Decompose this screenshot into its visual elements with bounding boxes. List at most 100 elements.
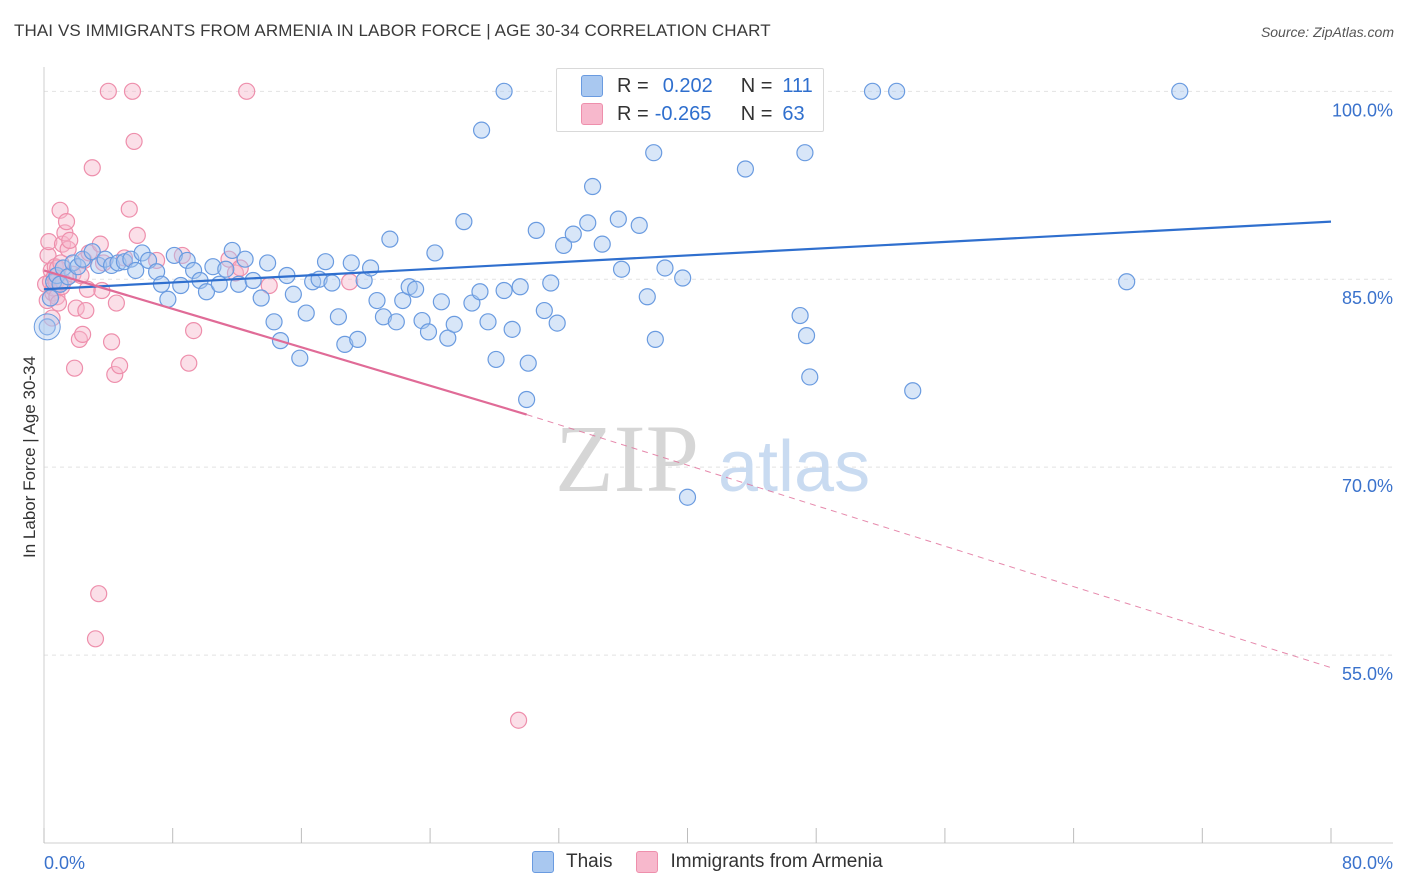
axes [43,67,1393,844]
thai-point [630,216,648,234]
armenia-point [61,231,79,250]
thai-point [472,121,491,139]
armenia-point [509,711,528,729]
armenia-point [67,299,85,317]
armenia-r-value: -0.265 [654,102,712,125]
thai-point [863,82,882,100]
thai-point [511,278,529,296]
y-axis-title: In Labor Force | Age 30-34 [20,356,39,558]
armenia-point [226,264,245,282]
thai-point [407,280,425,298]
thai-point [904,382,922,400]
thai-point [518,390,536,409]
armenia-point [77,301,95,320]
thai-point [217,260,235,278]
thai-point [284,285,302,303]
thai-point [564,225,582,243]
legend-item-thais[interactable]: Thais [532,851,612,873]
thai-point [678,488,697,506]
watermark-zip: ZIP [555,405,699,512]
thai-point [381,230,399,248]
thai-point [656,259,674,277]
armenia-trend-line [43,269,527,416]
thai-point [178,251,196,270]
thai-point [471,283,489,301]
armenia-point [83,159,101,177]
y-tick-label: 55.0% [1342,664,1393,684]
armenia-trend-extension [526,414,1332,669]
chart-title: THAI VS IMMIGRANTS FROM ARMENIA IN LABOR… [14,21,771,40]
legend-label-thais: Thais [566,851,613,872]
thai-point [336,335,354,353]
armenia-point [86,630,105,648]
thai-point [368,291,386,310]
armenia-swatch-icon [581,103,603,125]
thai-point [579,214,597,232]
grid-lines [44,90,1393,656]
thai-point [387,313,405,331]
thai-point [297,304,315,322]
thai-point [204,258,222,276]
thai-point [329,308,348,326]
thai-point [439,329,457,347]
armenia-points [37,82,528,729]
thai-point [548,314,566,332]
thai-point [426,244,444,262]
thai-point [432,293,450,311]
thai-point [38,318,56,336]
thai-point [797,327,816,345]
armenia-point [106,365,124,384]
thai-point [527,221,545,239]
armenia-point [107,294,125,312]
armenia-point [123,82,142,100]
thai-point [646,330,664,348]
armenia-point [111,357,129,375]
armenia-n-value: 63 [782,102,805,125]
armenia-point [125,132,143,151]
thai-point [612,260,631,278]
armenia-point [128,226,146,244]
thai-point [172,276,190,295]
y-tick-label: 100.0% [1332,100,1393,120]
thai-point [593,235,611,253]
thai-n-value: 111 [782,74,813,97]
thai-point [265,313,283,331]
thai-point [252,289,270,307]
thai-point [109,254,127,272]
thai-point [1118,273,1136,291]
y-tick-label: 70.0% [1342,476,1393,496]
thai-point [236,250,254,268]
thai-point [1171,82,1189,100]
series-legend: Thais Immigrants from Armenia [532,851,907,873]
thai-point [736,160,755,178]
armenia-point [65,359,84,377]
thai-point [791,306,809,325]
watermark-atlas: atlas [718,427,870,507]
thai-trend-line [43,220,1332,291]
thai-point [796,144,814,162]
thai-point [83,243,101,261]
thai-point [244,271,262,290]
x-tick-labels: 0.0% 80.0% [44,853,1393,873]
thai-point [185,261,203,280]
legend-label-armenia: Immigrants from Armenia [670,851,883,872]
r-label: R = [617,102,649,125]
thai-point [609,210,627,228]
thais-swatch-icon [532,851,554,873]
x-tick-label: 0.0% [44,853,85,873]
thai-point [455,213,473,231]
thai-r-value: 0.202 [662,74,713,97]
armenia-point [102,333,121,351]
legend-item-armenia[interactable]: Immigrants from Armenia [636,851,883,873]
armenia-point [57,213,76,231]
r-label: R = [617,74,649,97]
thai-point [542,274,560,292]
thai-point [342,254,360,272]
y-tick-labels: 100.0% 85.0% 70.0% 55.0% [1332,100,1393,684]
thai-point [90,256,108,275]
legend-row-thai: R = 0.202 N = 111 [581,73,813,99]
thai-point [316,253,335,271]
thai-point [674,269,692,287]
thai-point [479,313,497,331]
